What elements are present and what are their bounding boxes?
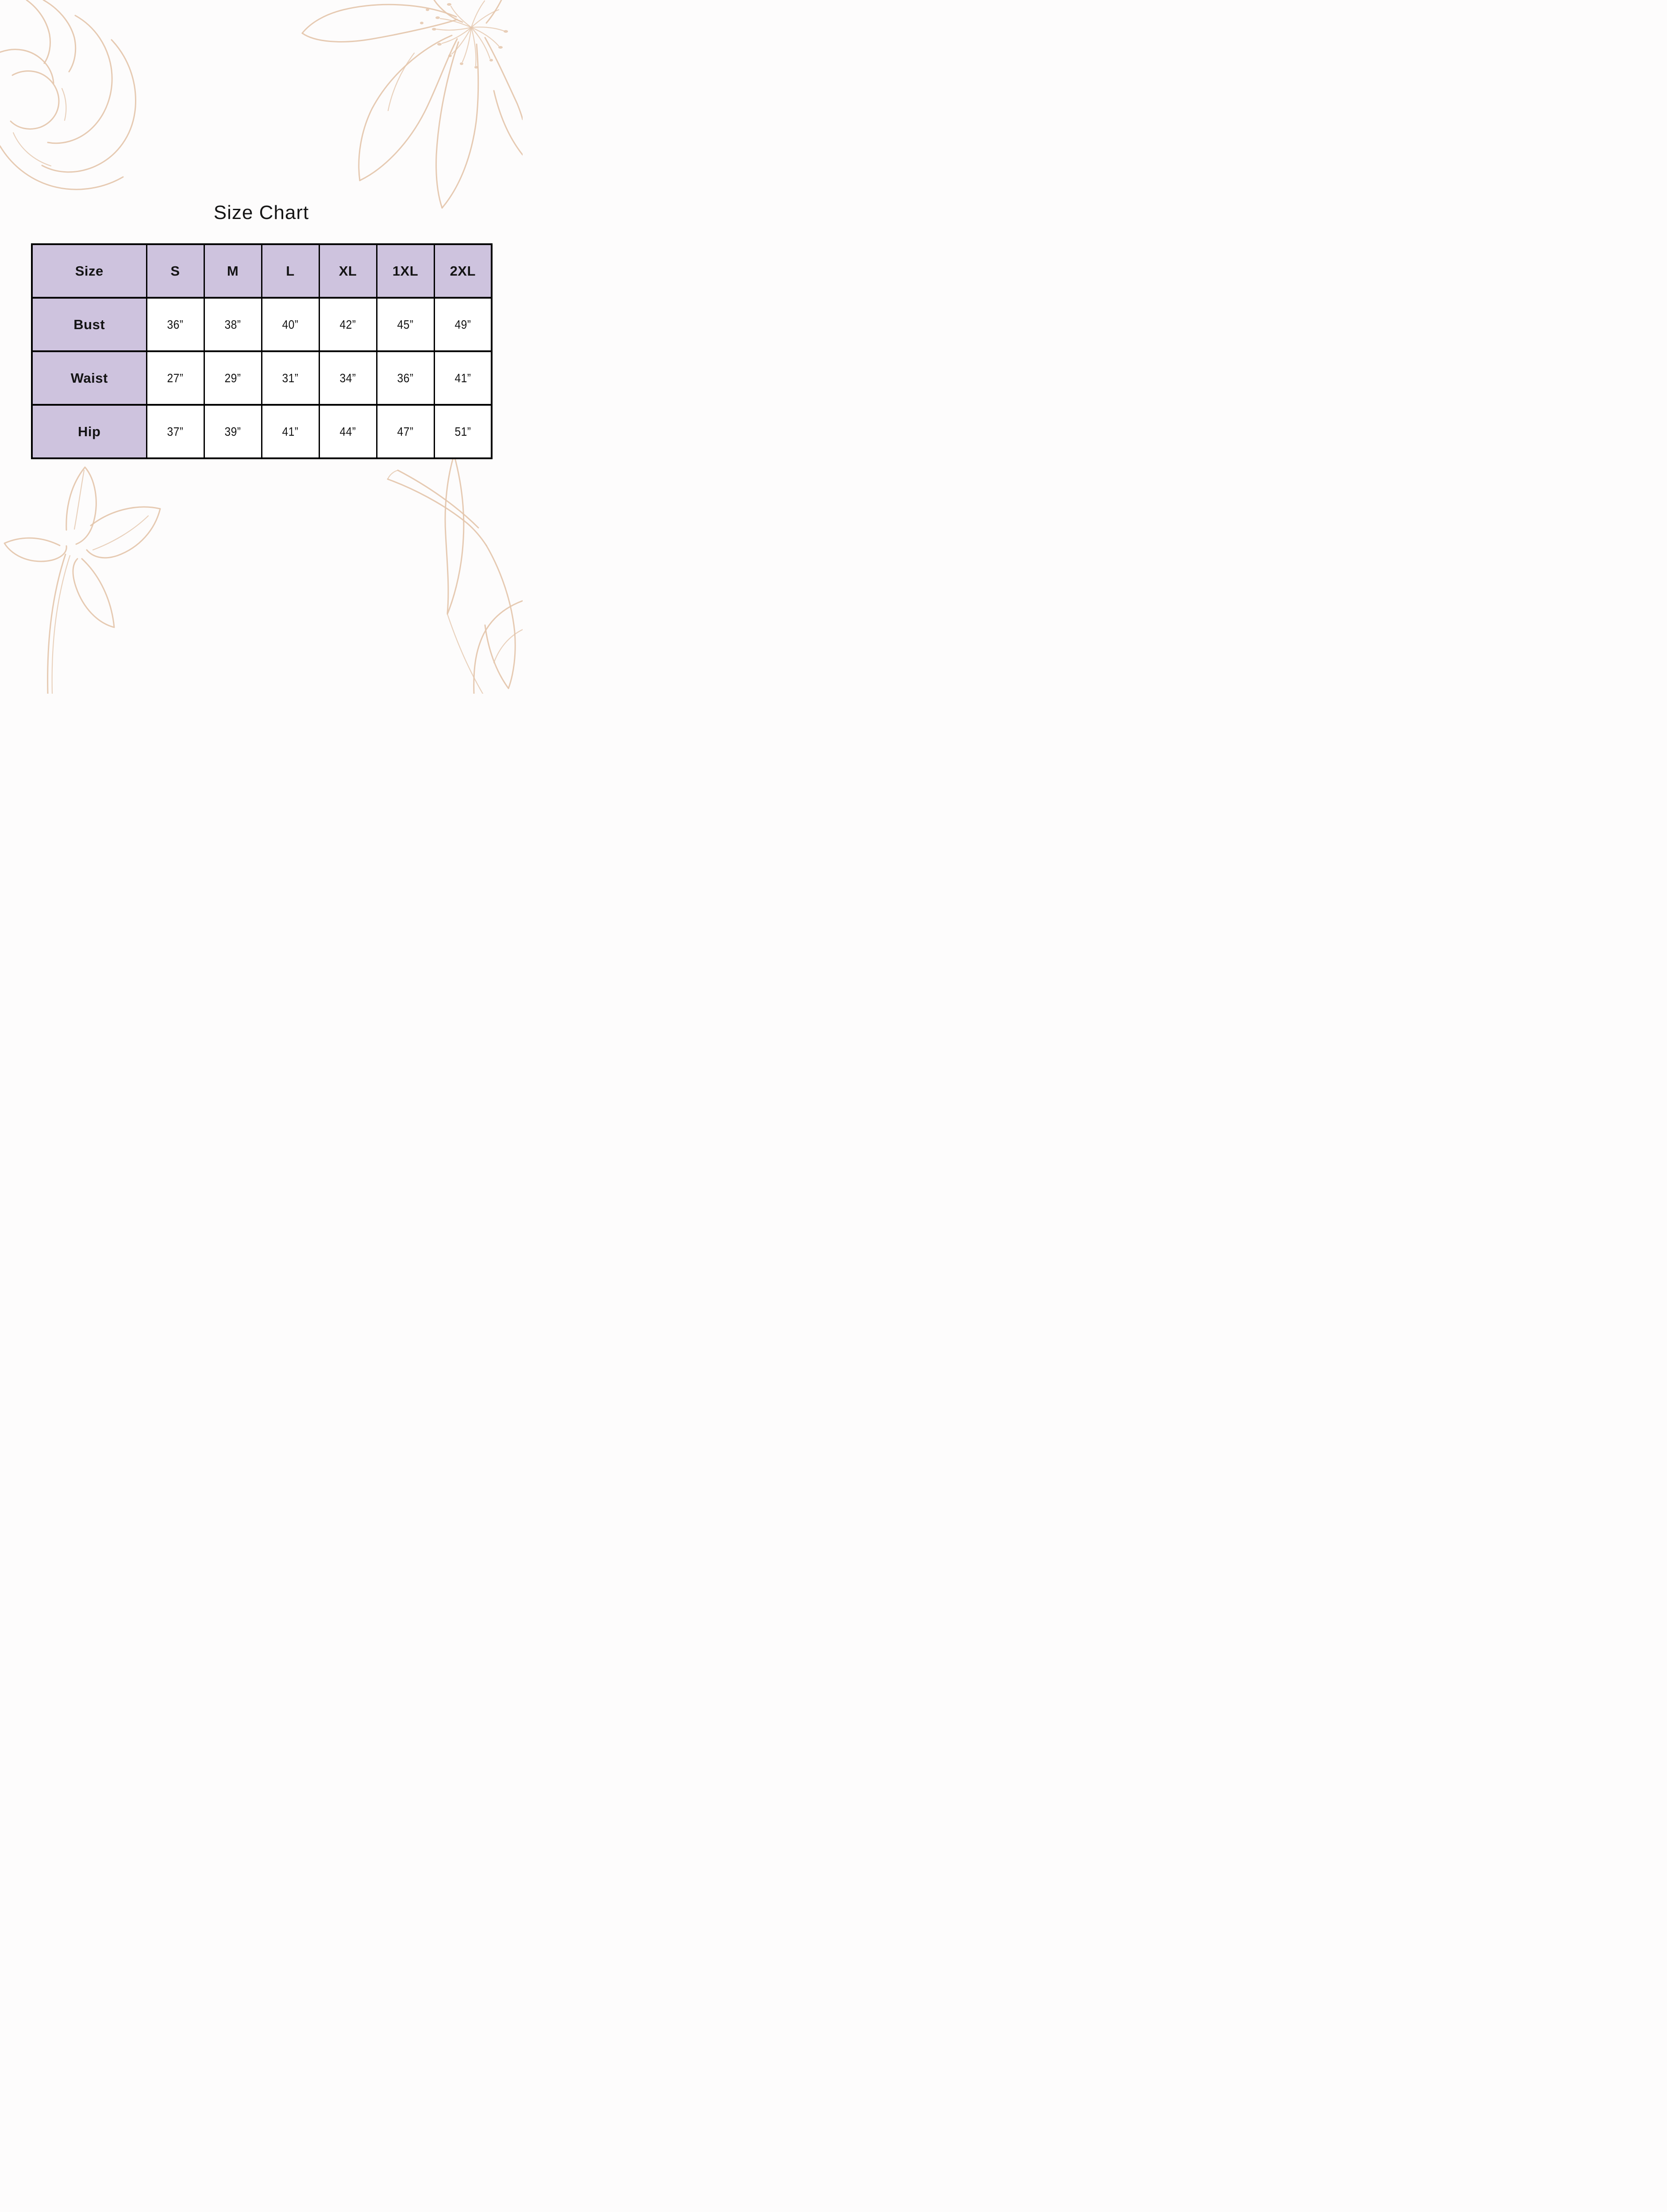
hip-m-cell: 39” (203, 404, 262, 459)
table-row-waist: Waist 27” 29” 31” 34” 36” 41” (31, 350, 493, 406)
size-chart-page: { "page": { "title": "Size Chart", "back… (0, 0, 523, 694)
header-cell-m: M (203, 243, 262, 299)
header-cell-1xl: 1XL (376, 243, 435, 299)
hip-1xl-cell: 47” (376, 404, 435, 459)
bust-1xl-cell: 45” (376, 297, 435, 352)
size-chart-table: Size S M L XL 1XL 2XL Bust 36” 38” 40” 4… (31, 243, 493, 459)
bust-m-cell: 38” (203, 297, 262, 352)
row-label-waist: Waist (31, 350, 147, 406)
header-cell-xl: XL (318, 243, 377, 299)
leaf-sprig-illustration-icon (387, 455, 523, 694)
flower-bud-stem-illustration-icon (4, 466, 161, 694)
page-title: Size Chart (213, 202, 309, 223)
header-cell-size: Size (31, 243, 147, 299)
open-flower-illustration-icon (301, 0, 523, 209)
table-row-hip: Hip 37” 39” 41” 44” 47” 51” (31, 404, 493, 459)
waist-s-cell: 27” (146, 350, 205, 406)
bust-2xl-cell: 49” (433, 297, 493, 352)
rose-flower-illustration-icon (0, 0, 136, 190)
row-label-bust: Bust (31, 297, 147, 352)
hip-2xl-cell: 51” (433, 404, 493, 459)
hip-s-cell: 37” (146, 404, 205, 459)
header-cell-s: S (146, 243, 205, 299)
waist-1xl-cell: 36” (376, 350, 435, 406)
bust-xl-cell: 42” (318, 297, 377, 352)
row-label-hip: Hip (31, 404, 147, 459)
header-row: Size S M L XL 1XL 2XL (31, 243, 493, 299)
table-row-bust: Bust 36” 38” 40” 42” 45” 49” (31, 297, 493, 352)
waist-m-cell: 29” (203, 350, 262, 406)
header-cell-2xl: 2XL (433, 243, 493, 299)
bust-l-cell: 40” (261, 297, 320, 352)
bust-s-cell: 36” (146, 297, 205, 352)
waist-2xl-cell: 41” (433, 350, 493, 406)
hip-l-cell: 41” (261, 404, 320, 459)
header-cell-l: L (261, 243, 320, 299)
waist-xl-cell: 34” (318, 350, 377, 406)
hip-xl-cell: 44” (318, 404, 377, 459)
waist-l-cell: 31” (261, 350, 320, 406)
